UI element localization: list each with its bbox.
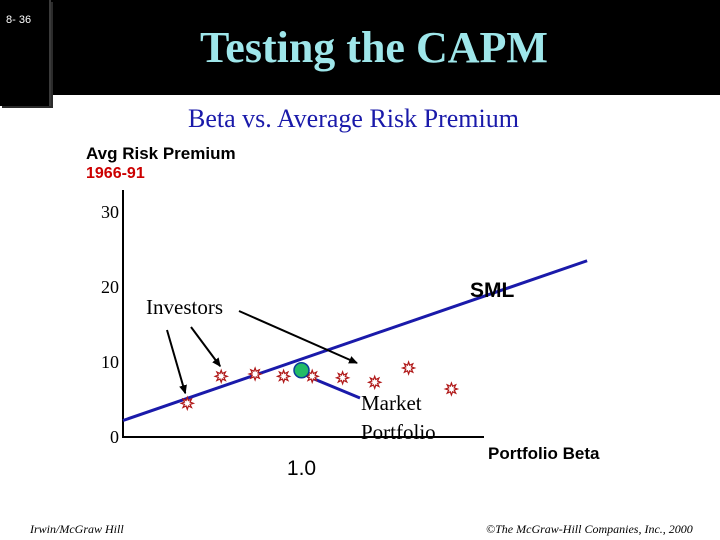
slide-number: 8- 36 [6,14,32,26]
x-tick-label: 1.0 [287,457,316,480]
chart-subtitle: Beta vs. Average Risk Premium [188,104,519,133]
portfolio-point [400,360,417,376]
y-axis-label: Avg Risk Premium [86,144,236,163]
x-axis-label: Portfolio Beta [488,444,600,463]
slide-number-box: 8- 36 [0,0,51,106]
market-portfolio-label-line1: Market [361,391,422,415]
portfolio-point [213,368,230,385]
investors-arrow-1 [166,329,187,395]
portfolio-point [334,370,351,386]
y-tick-label: 30 [101,202,119,222]
y-axis-period-label: 1966-91 [86,165,145,182]
y-tick-label: 20 [101,277,119,297]
portfolio-point [366,374,383,391]
investors-arrow-2 [190,326,221,368]
portfolio-point [443,381,460,397]
y-tick-label: 10 [101,352,119,372]
portfolio-point [179,395,196,412]
investors-arrow-3 [238,310,358,364]
investors-label: Investors [146,295,223,319]
market-portfolio-point [293,362,310,379]
portfolio-point [275,368,292,385]
sml-line [122,259,588,422]
footer-copyright: ©The McGraw-Hill Companies, Inc., 2000 [486,522,693,536]
slide-title: Testing the CAPM [200,23,548,72]
portfolio-point [247,366,263,382]
header-bar [0,0,720,95]
sml-label: SML [470,279,515,302]
market-portfolio-label-line2: Portfolio [361,420,436,444]
y-tick-label: 0 [110,427,119,447]
portfolio-point [304,368,320,385]
footer-publisher: Irwin/McGraw Hill [30,522,124,536]
